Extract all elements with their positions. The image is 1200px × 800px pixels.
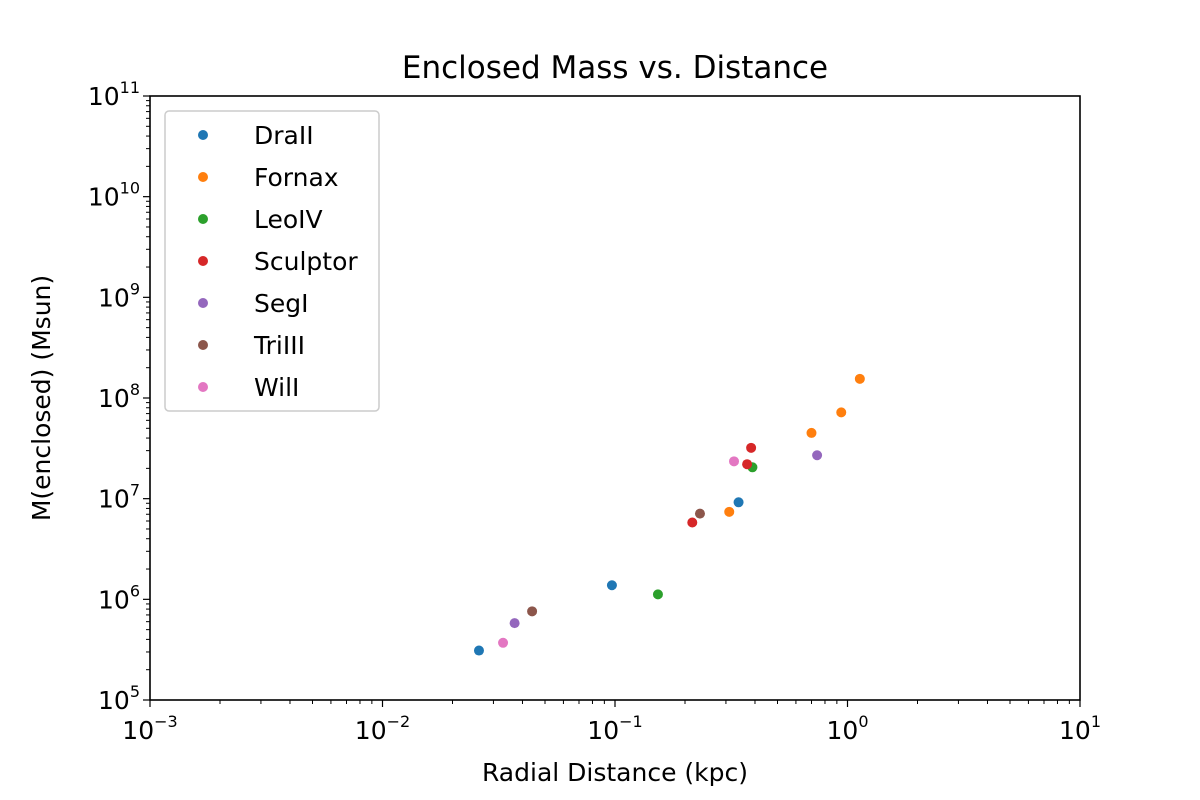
x-tick-label: 100 bbox=[827, 712, 869, 745]
plot-area: 10−3 10−2 10−1 100 101 105 106 107 108 109 1010 101… bbox=[88, 78, 1101, 745]
y-tick-label: 106 bbox=[98, 581, 140, 614]
data-point-fornax bbox=[836, 407, 847, 418]
y-tick-label: 1010 bbox=[88, 179, 140, 212]
data-point-sculptor bbox=[746, 442, 757, 453]
data-point-fornax bbox=[806, 427, 817, 438]
data-point-segi bbox=[812, 450, 823, 461]
legend-label-segi: SegI bbox=[254, 289, 309, 318]
data-point-triiii bbox=[694, 508, 705, 519]
x-tick-label: 10−1 bbox=[587, 712, 642, 745]
y-tick-label: 107 bbox=[98, 481, 140, 514]
data-point-triiii bbox=[527, 606, 538, 617]
data-point-draii bbox=[473, 645, 484, 656]
legend-label-fornax: Fornax bbox=[254, 163, 339, 192]
legend-label-sculptor: Sculptor bbox=[254, 247, 358, 276]
legend-label-wili: WilI bbox=[254, 373, 299, 402]
y-tick-label: 105 bbox=[98, 682, 140, 715]
x-axis-label: Radial Distance (kpc) bbox=[482, 758, 748, 787]
data-point-segi bbox=[509, 618, 520, 629]
data-point-leoiv bbox=[652, 589, 663, 600]
legend-label-draii: DraII bbox=[254, 121, 314, 150]
data-point-wili bbox=[729, 456, 740, 467]
data-point-sculptor bbox=[687, 517, 698, 528]
legend-marker-draii bbox=[198, 130, 208, 140]
data-point-draii bbox=[606, 580, 617, 591]
y-tick-label: 109 bbox=[98, 279, 140, 312]
data-point-fornax bbox=[854, 373, 865, 384]
legend bbox=[164, 110, 380, 412]
x-tick-label: 10−2 bbox=[355, 712, 410, 745]
chart-title: Enclosed Mass vs. Distance bbox=[402, 50, 828, 86]
y-tick-label: 108 bbox=[98, 380, 140, 413]
legend-marker-segi bbox=[198, 298, 208, 308]
legend-marker-triiii bbox=[198, 340, 208, 350]
legend-label-leoiv: LeoIV bbox=[254, 205, 323, 234]
y-axis-label: M(enclosed) (Msun) bbox=[27, 275, 56, 521]
legend-label-triiii: TriIII bbox=[253, 331, 305, 360]
data-point-sculptor bbox=[742, 459, 753, 470]
legend-marker-leoiv bbox=[198, 214, 208, 224]
legend-marker-sculptor bbox=[198, 256, 208, 266]
data-point-wili bbox=[498, 637, 509, 648]
plot-frame bbox=[149, 95, 1081, 701]
data-point-fornax bbox=[724, 506, 735, 517]
legend-marker-wili bbox=[198, 382, 208, 392]
legend-marker-fornax bbox=[198, 172, 208, 182]
x-tick-label: 101 bbox=[1059, 712, 1101, 745]
y-tick-label: 1011 bbox=[88, 78, 140, 111]
x-tick-label: 10−3 bbox=[122, 712, 177, 745]
data-point-draii bbox=[733, 497, 744, 508]
